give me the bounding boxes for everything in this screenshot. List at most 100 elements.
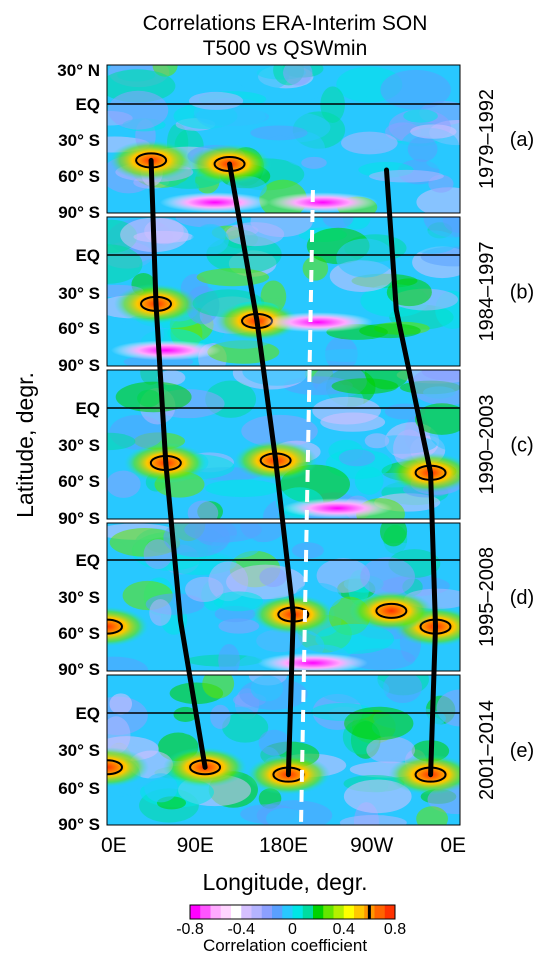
field-blob <box>322 217 354 229</box>
field-blob <box>313 349 379 362</box>
longitude-tick-label: 0E <box>440 834 466 857</box>
field-blob <box>242 370 313 386</box>
latitude-tick-label: 30° N <box>57 61 100 80</box>
field-blob <box>416 806 448 825</box>
latitude-tick-label: 60° S <box>58 472 100 491</box>
field-blob <box>225 222 285 247</box>
map-panel-4 <box>107 675 460 825</box>
longitude-tick-label: 0E <box>101 834 127 857</box>
field-blob <box>414 403 460 435</box>
dashed-reference-line <box>298 189 315 831</box>
field-blob <box>107 432 136 451</box>
chart-title-line2: T500 vs QSWmin <box>203 37 368 60</box>
field-blob <box>336 238 395 278</box>
colorbar-swatch <box>190 905 201 919</box>
field-blob <box>175 217 239 228</box>
colorbar-swatch <box>384 905 396 919</box>
positive-correlation-region <box>107 606 149 647</box>
colorbar-swatch <box>200 905 211 919</box>
track-line-2 <box>384 167 438 778</box>
field-blob <box>139 258 179 274</box>
panel-letter-label: (d) <box>510 587 534 609</box>
latitude-tick-label: EQ <box>75 704 100 723</box>
colorbar-swatch <box>302 905 314 919</box>
positive-correlation-region <box>349 590 434 631</box>
track-line-1 <box>227 161 296 778</box>
significance-contour <box>375 602 408 619</box>
colorbar-swatch <box>261 905 273 919</box>
field-blob <box>131 633 188 671</box>
field-blob <box>107 656 149 671</box>
colorbar-tick-label: 0.8 <box>384 921 406 938</box>
field-blob <box>149 599 172 626</box>
field-blob <box>184 523 262 543</box>
field-blob <box>339 814 407 825</box>
field-blob <box>383 675 423 704</box>
latitude-tick-label: 60° S <box>58 167 100 186</box>
latitude-tick-labels: 30° N EQ 30° S 60° S 90° S EQ 30° S 60° S 90° S E… <box>57 61 100 834</box>
field-blob <box>213 591 264 612</box>
positive-correlation-region <box>107 747 149 788</box>
field-blob <box>386 278 432 307</box>
colorbar-swatch <box>333 905 345 919</box>
latitude-tick-label: 90° S <box>58 203 100 222</box>
negative-correlation-region <box>110 340 221 361</box>
colorbar-swatch <box>343 905 355 919</box>
colorbar-frame <box>189 904 396 920</box>
panel-frame <box>106 64 461 214</box>
field-blob <box>341 131 398 155</box>
panel-period-label: 2001–2014 <box>476 700 498 800</box>
significance-contour <box>107 618 123 635</box>
x-axis-title: Longitude, degr. <box>203 869 368 895</box>
field-blob <box>259 567 287 587</box>
colorbar-tick-label: -0.8 <box>176 921 204 938</box>
field-blob <box>210 704 231 729</box>
chart-title-line1: Correlations ERA-Interim SON <box>143 12 428 35</box>
field-blob <box>157 370 186 386</box>
map-panels <box>106 64 461 826</box>
field-blob <box>283 65 313 86</box>
field-blob <box>250 125 308 141</box>
field-blob <box>423 217 460 238</box>
panel-period-label: 1990–2003 <box>476 394 498 494</box>
field-blob <box>144 773 178 803</box>
colorbar-swatch <box>210 905 222 919</box>
colorbar-swatch <box>241 905 252 919</box>
colorbar-swatch <box>220 905 232 919</box>
significance-contour <box>107 759 123 776</box>
field-blob <box>416 187 460 213</box>
map-panel-0 <box>107 65 460 213</box>
field-blob <box>222 711 269 743</box>
field-blob <box>344 706 414 741</box>
negative-correlation-region <box>282 498 393 519</box>
colorbar-swatch <box>251 905 263 919</box>
latitude-tick-label: 90° S <box>58 509 100 528</box>
longitude-tick-label: 180E <box>259 834 308 857</box>
longitude-tick-label: 90W <box>350 834 393 857</box>
colorbar-tick-label: -0.4 <box>227 921 255 938</box>
field-blob <box>133 230 194 243</box>
positive-correlation-region <box>388 754 460 795</box>
latitude-tick-label: EQ <box>75 95 100 114</box>
field-blob <box>187 500 219 519</box>
field-blob <box>317 675 390 704</box>
field-blob <box>431 325 460 347</box>
panel-period-label: 1995–2008 <box>476 547 498 647</box>
colorbar-swatch <box>313 905 324 919</box>
map-panel-1 <box>107 217 460 366</box>
colorbar-swatch <box>323 905 334 919</box>
colorbar-swatch <box>354 905 365 919</box>
colorbar-swatch <box>282 905 293 919</box>
field-blob <box>202 675 235 699</box>
colorbar-swatch <box>231 905 242 919</box>
field-blob <box>196 268 270 287</box>
field-blob <box>312 396 381 425</box>
latitude-tick-label: EQ <box>75 399 100 418</box>
panel-letter-label: (a) <box>510 129 534 151</box>
field-blob <box>403 109 438 123</box>
field-blob <box>407 136 438 162</box>
panel-letter-label: (e) <box>510 740 534 762</box>
latitude-tick-label: 30° S <box>58 436 100 455</box>
panel-period-label: 1979–1992 <box>476 89 498 189</box>
